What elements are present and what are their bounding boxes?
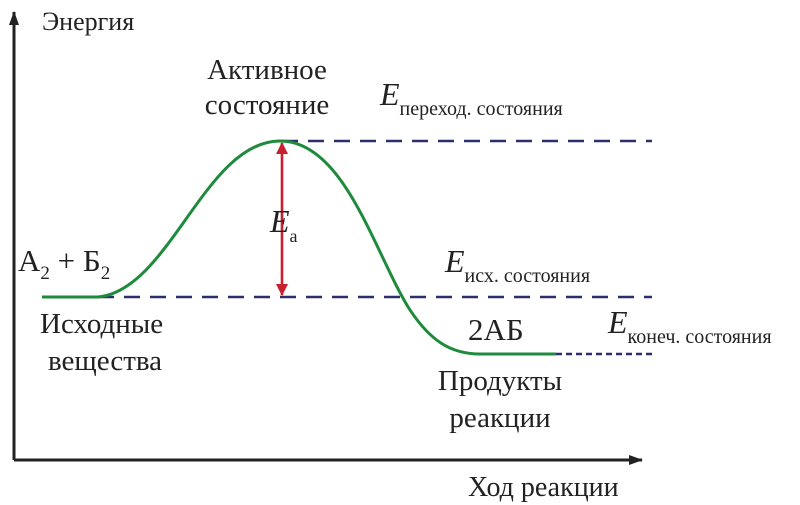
products-label-line2: реакции xyxy=(449,402,550,434)
reactants-formula: А2 + Б2 xyxy=(18,243,110,284)
active-state-line2: состояние xyxy=(205,89,329,121)
activation-energy-label: Eа xyxy=(269,203,298,246)
initial-energy-symbol: E xyxy=(444,243,465,279)
activation-energy-symbol: E xyxy=(269,203,290,239)
products-label-line1: Продукты xyxy=(438,365,562,397)
transition-energy-label: Eпереход. состояния xyxy=(379,76,563,120)
y-axis-label: Энергия xyxy=(42,7,134,36)
active-state-line1: Активное xyxy=(207,54,327,86)
initial-energy-label: Eисх. состояния xyxy=(444,243,590,287)
final-energy-label: Eконеч. состояния xyxy=(607,304,772,348)
reactants-label-line2: вещества xyxy=(48,345,162,377)
transition-energy-subscript: переход. состояния xyxy=(400,98,563,120)
activation-energy-subscript: а xyxy=(290,226,298,246)
final-energy-symbol: E xyxy=(607,304,628,340)
transition-energy-symbol: E xyxy=(379,76,400,112)
final-energy-subscript: конеч. состояния xyxy=(628,326,772,348)
reaction-curve xyxy=(42,139,556,356)
reactants-label-line1: Исходные xyxy=(40,308,163,340)
product-formula: 2АБ xyxy=(468,312,524,347)
initial-energy-subscript: исх. состояния xyxy=(465,265,590,287)
x-axis-label: Ход реакции xyxy=(468,472,619,503)
